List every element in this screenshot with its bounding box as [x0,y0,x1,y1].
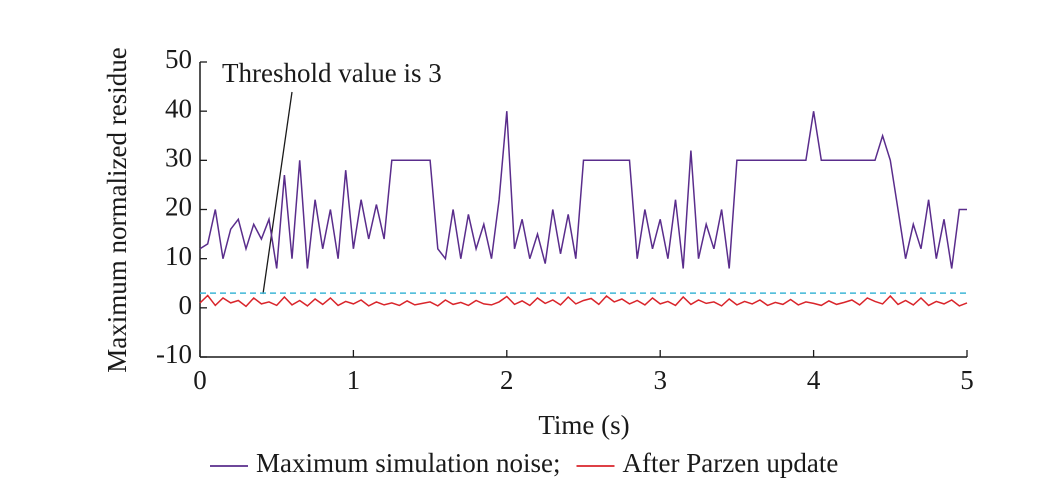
y-tick-label: 50 [165,44,192,74]
y-tick-label: 10 [165,241,192,271]
x-tick-label: 3 [653,365,667,395]
x-tick-label: 5 [960,365,974,395]
legend-label: After Parzen update [623,448,839,478]
y-axis-label: Maximum normalized residue [102,47,132,372]
x-tick-label: 4 [807,365,821,395]
x-tick-label: 2 [500,365,514,395]
x-tick-label: 1 [347,365,361,395]
x-axis-label: Time (s) [538,410,629,440]
series-line [199,111,967,269]
y-tick-label: -10 [156,339,192,369]
annotation-leader [262,91,293,295]
y-tick-label: 20 [165,192,192,222]
annotation: Threshold value is 3 [222,58,442,88]
y-tick-label: 40 [165,93,192,123]
legend-label: Maximum simulation noise; [256,448,561,478]
y-tick-label: 30 [165,143,192,173]
x-tick-label: 0 [193,365,207,395]
series-line [199,294,968,308]
y-tick-label: 0 [179,290,193,320]
